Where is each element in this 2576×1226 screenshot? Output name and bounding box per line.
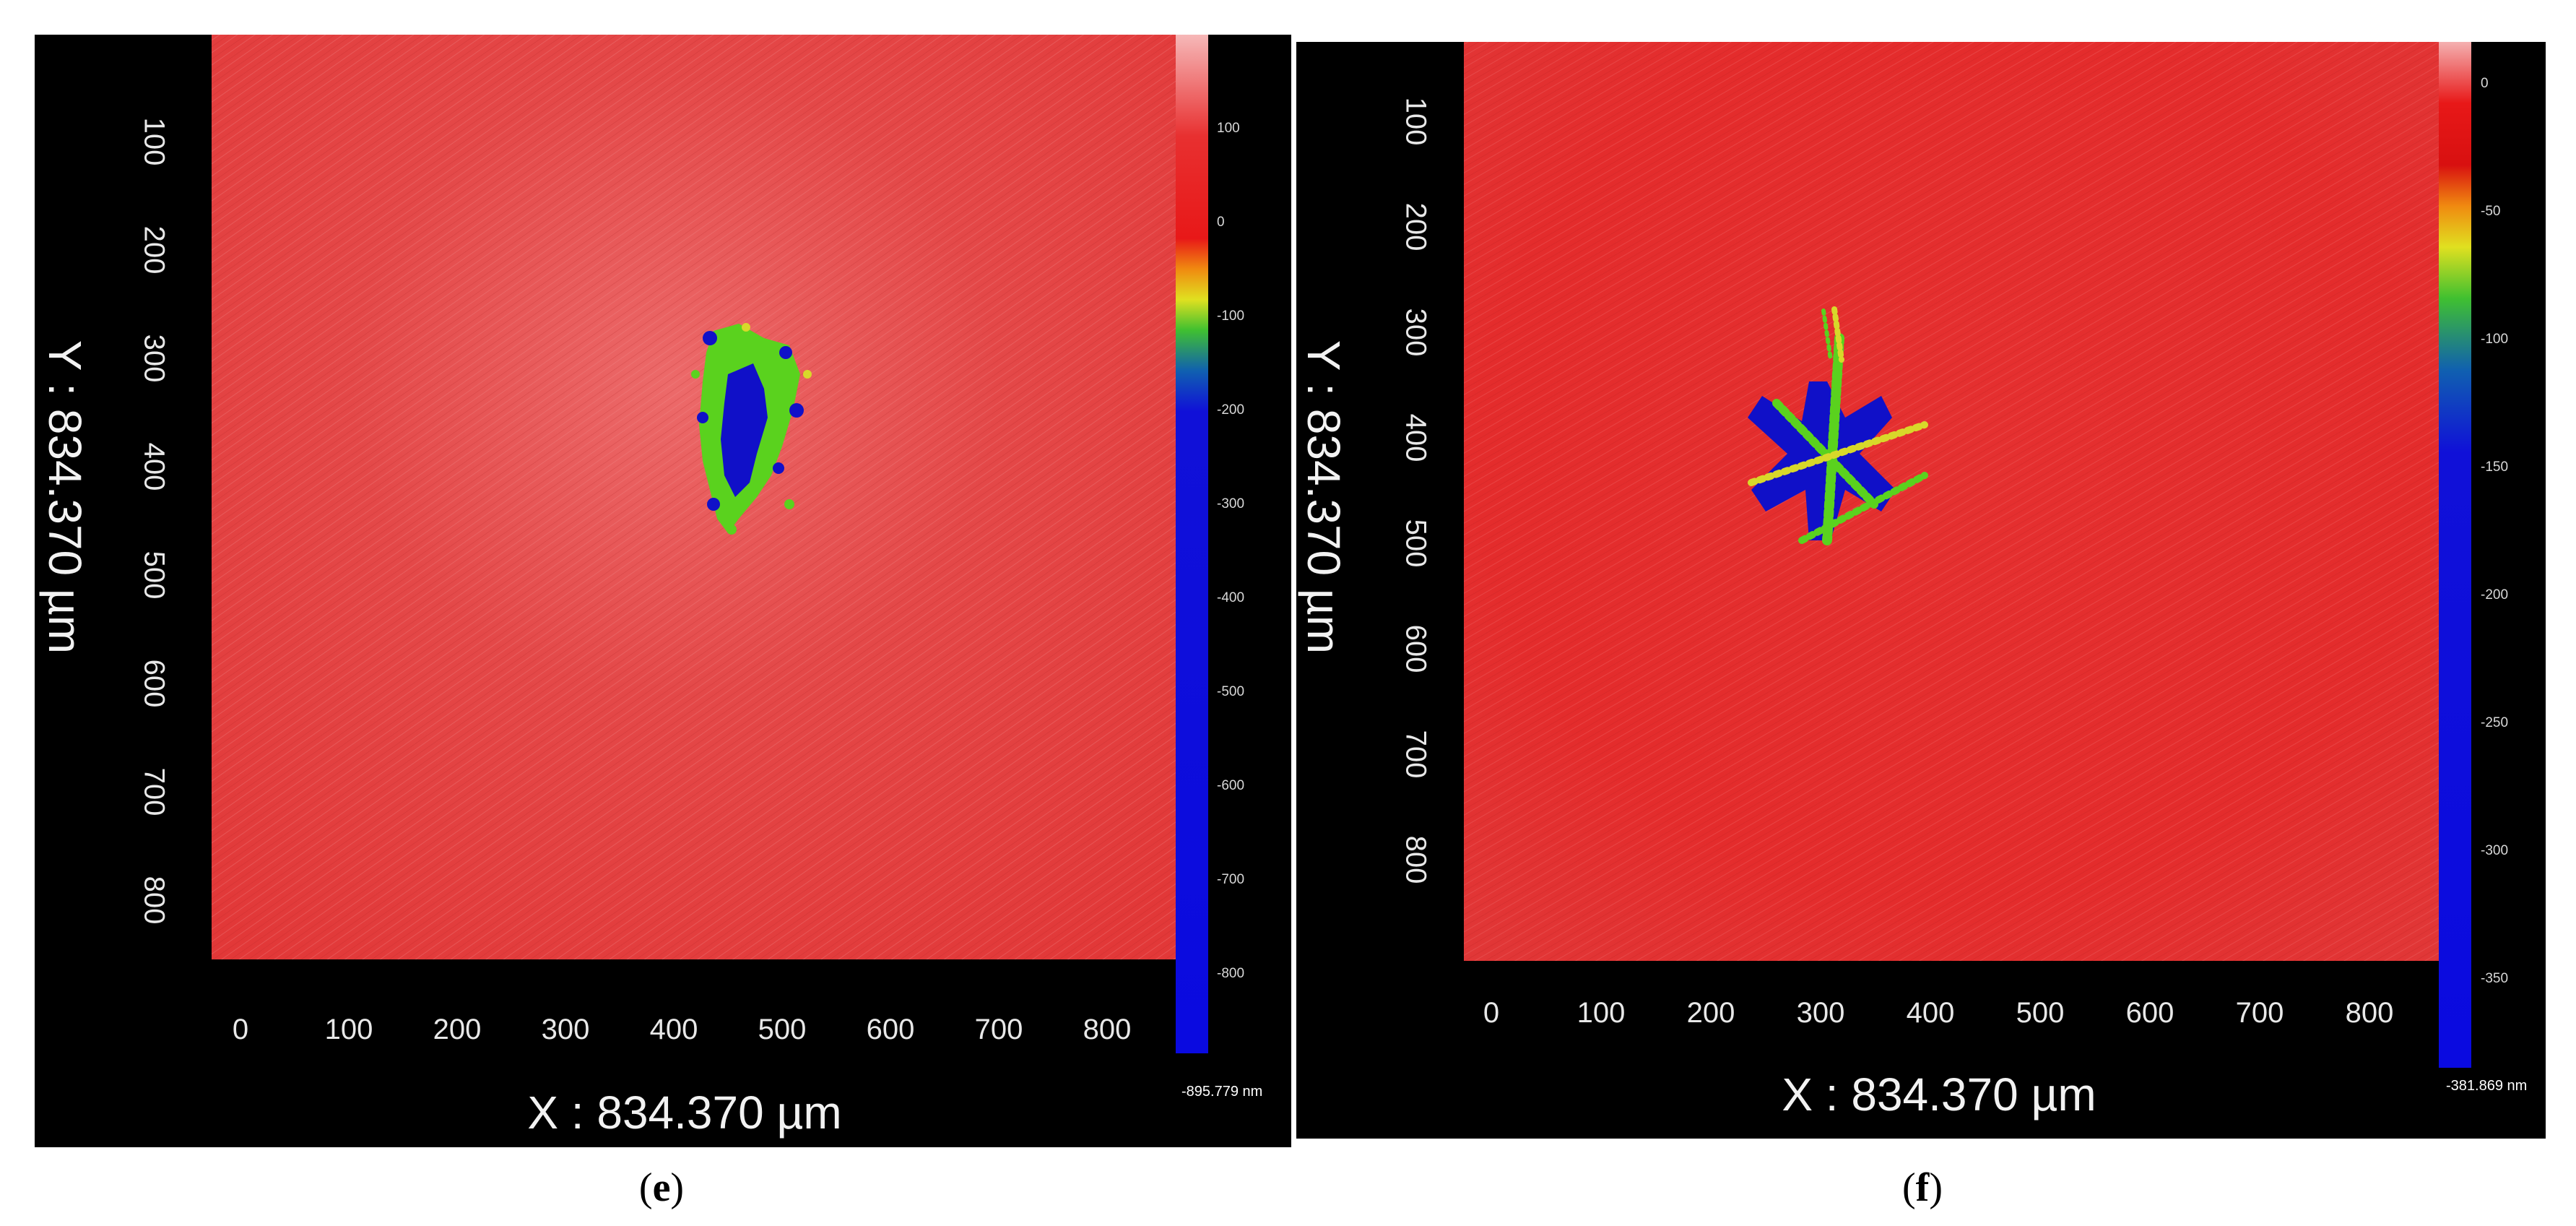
colorbar-tick-f-m300: -300 — [2481, 843, 2509, 858]
y-axis-label-e: Y : 834.370 µm — [39, 340, 91, 655]
panel-f: Y : 834.370 µm 100 200 300 400 500 600 7… — [1296, 42, 2546, 1139]
y-tick-f-200: 200 — [1400, 202, 1432, 251]
x-tick-e-700: 700 — [974, 1014, 1023, 1045]
y-tick-e-100: 100 — [138, 117, 170, 166]
x-tick-f-600: 600 — [2125, 997, 2174, 1029]
defect-star-f — [1748, 306, 1928, 545]
x-tick-e-0: 0 — [232, 1014, 249, 1045]
y-tick-e-700: 700 — [138, 767, 170, 816]
y-tick-f-600: 600 — [1400, 624, 1432, 673]
x-tick-e-800: 800 — [1083, 1014, 1132, 1045]
x-tick-f-100: 100 — [1577, 997, 1626, 1029]
colorbar-tick-e-m400: -400 — [1217, 590, 1245, 605]
x-tick-e-200: 200 — [433, 1014, 482, 1045]
y-tick-f-800: 800 — [1400, 835, 1432, 884]
colorbar-tick-f-m50: -50 — [2481, 204, 2501, 219]
y-tick-e-200: 200 — [138, 225, 170, 275]
y-tick-e-300: 300 — [138, 334, 170, 383]
x-tick-f-500: 500 — [2016, 997, 2065, 1029]
colorbar-tick-f-m350: -350 — [2481, 971, 2509, 986]
colorbar-tick-e-m300: -300 — [1217, 496, 1245, 511]
caption-f: (f) — [1902, 1165, 1943, 1210]
colorbar-tick-e-m500: -500 — [1217, 684, 1245, 699]
y-tick-e-400: 400 — [138, 442, 170, 491]
y-tick-e-800: 800 — [138, 876, 170, 925]
x-axis-label-f: X : 834.370 µm — [1782, 1069, 2096, 1121]
colorbar-tick-f-m250: -250 — [2481, 715, 2509, 730]
colorbar-f — [2439, 42, 2471, 1068]
x-tick-e-600: 600 — [866, 1014, 915, 1045]
surface-map-f — [1464, 42, 2471, 1068]
colorbar-min-f: -381.869 nm — [2446, 1078, 2528, 1094]
colorbar-tick-e-m100: -100 — [1217, 308, 1245, 324]
x-tick-e-500: 500 — [758, 1014, 807, 1045]
panel-e: Y : 834.370 µm 100 200 300 400 500 600 7… — [35, 35, 1291, 1147]
y-tick-f-400: 400 — [1400, 413, 1432, 462]
colorbar-tick-e-m700: -700 — [1217, 872, 1245, 887]
x-tick-e-100: 100 — [324, 1014, 373, 1045]
x-tick-f-300: 300 — [1796, 997, 1845, 1029]
x-tick-e-300: 300 — [541, 1014, 590, 1045]
y-tick-f-100: 100 — [1400, 97, 1432, 146]
x-tick-f-700: 700 — [2235, 997, 2284, 1029]
x-tick-e-400: 400 — [649, 1014, 698, 1045]
colorbar-tick-e-100: 100 — [1217, 121, 1240, 136]
y-tick-e-500: 500 — [138, 551, 170, 600]
defect-pit-e — [691, 323, 812, 535]
x-axis-label-e: X : 834.370 µm — [527, 1087, 842, 1139]
colorbar-tick-e-0: 0 — [1217, 215, 1225, 230]
caption-e: (e) — [638, 1165, 685, 1210]
colorbar-tick-e-m800: -800 — [1217, 966, 1245, 981]
colorbar-tick-f-0: 0 — [2481, 76, 2489, 91]
colorbar-tick-e-m600: -600 — [1217, 778, 1245, 793]
colorbar-tick-f-m150: -150 — [2481, 459, 2509, 475]
colorbar-e — [1176, 35, 1208, 1053]
y-tick-f-300: 300 — [1400, 308, 1432, 357]
y-axis-label-f: Y : 834.370 µm — [1298, 340, 1350, 655]
y-tick-f-500: 500 — [1400, 519, 1432, 568]
x-tick-f-200: 200 — [1686, 997, 1735, 1029]
colorbar-tick-f-m100: -100 — [2481, 332, 2509, 347]
x-tick-f-400: 400 — [1906, 997, 1955, 1029]
x-tick-f-0: 0 — [1483, 997, 1500, 1029]
colorbar-tick-e-m200: -200 — [1217, 402, 1245, 418]
colorbar-tick-f-m200: -200 — [2481, 587, 2509, 603]
x-tick-f-800: 800 — [2345, 997, 2394, 1029]
surface-map-e — [212, 35, 1208, 1053]
colorbar-min-e: -895.779 nm — [1181, 1084, 1263, 1100]
y-tick-f-700: 700 — [1400, 730, 1432, 779]
y-tick-e-600: 600 — [138, 659, 170, 708]
